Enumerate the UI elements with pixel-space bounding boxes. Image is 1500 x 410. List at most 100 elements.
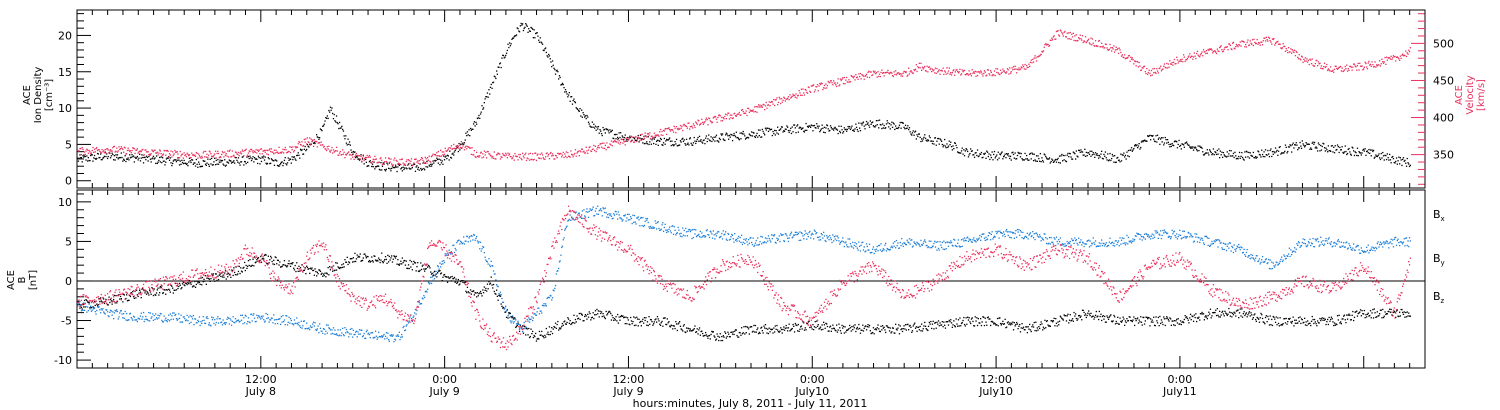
density-series-point	[1379, 158, 1382, 161]
velocity-series-point	[367, 156, 369, 159]
density-series-point	[890, 124, 892, 126]
velocity-series-point	[725, 113, 727, 115]
density-series-point	[711, 140, 713, 143]
density-series-point	[424, 169, 426, 171]
density-series-point	[649, 141, 651, 143]
velocity-series-point	[319, 141, 321, 144]
bx-series-point	[204, 275, 207, 277]
density-series-point	[453, 151, 456, 153]
bx-series-point	[450, 280, 453, 282]
bx-series-point	[221, 272, 223, 274]
bx-series-point	[562, 324, 564, 326]
density-series-point	[587, 116, 589, 118]
velocity-series-point	[266, 153, 268, 155]
velocity-series-point	[1054, 38, 1056, 40]
velocity-series-point	[966, 73, 968, 75]
bx-series-point	[298, 265, 300, 267]
density-series-point	[551, 66, 553, 68]
bx-series-point	[823, 321, 825, 323]
velocity-series-point	[162, 154, 164, 156]
density-series-point	[475, 121, 477, 123]
bx-series-point	[752, 330, 754, 332]
velocity-series-point	[224, 151, 226, 153]
velocity-series-point	[245, 148, 247, 150]
velocity-series-point	[1078, 38, 1081, 40]
velocity-series-point	[910, 70, 912, 72]
velocity-series-point	[343, 151, 345, 153]
density-series-point	[178, 159, 180, 161]
density-series-point	[865, 124, 867, 126]
density-series-point	[615, 138, 617, 140]
density-series-point	[417, 166, 420, 169]
density-series-point	[936, 140, 938, 142]
velocity-series-point	[876, 76, 878, 78]
velocity-series-point	[280, 151, 282, 154]
velocity-series-point	[301, 141, 303, 143]
density-series-point	[518, 30, 520, 32]
velocity-series-point	[618, 140, 620, 142]
density-series-point	[558, 75, 561, 77]
bx-series-point	[541, 335, 544, 337]
velocity-series-point	[751, 110, 753, 112]
density-series-point	[1186, 143, 1189, 145]
velocity-series-point	[463, 149, 466, 151]
density-series-point	[1198, 149, 1200, 152]
density-series-point	[1339, 146, 1341, 149]
density-series-point	[323, 123, 325, 125]
bx-series-point	[830, 330, 832, 332]
density-axis-tick-label: 0	[65, 175, 72, 188]
density-series-point	[725, 132, 727, 134]
velocity-series-point	[997, 72, 999, 74]
bx-series-point	[285, 265, 287, 267]
density-series-point	[239, 164, 241, 166]
bx-series-point	[469, 289, 472, 291]
velocity-series-point	[1360, 65, 1362, 67]
bx-series-point	[374, 259, 377, 261]
density-series-point	[1036, 160, 1038, 162]
bx-series-point	[672, 325, 675, 327]
bx-series-point	[883, 326, 885, 328]
density-series-point	[882, 127, 884, 129]
density-series-point	[811, 124, 813, 127]
bx-series-point	[689, 328, 691, 330]
bx-series-point	[132, 291, 134, 293]
velocity-series-point	[1060, 30, 1062, 32]
velocity-series-point	[877, 71, 879, 73]
velocity-series-point	[424, 162, 426, 164]
bx-series-point	[515, 326, 517, 328]
velocity-series-point	[886, 71, 888, 73]
bx-series-point	[868, 326, 870, 328]
velocity-series-point	[842, 83, 845, 85]
density-series-point	[1287, 150, 1289, 153]
bx-series-point	[946, 321, 948, 323]
bx-series-point	[1119, 317, 1121, 319]
bx-series-point	[227, 276, 229, 278]
velocity-series-point	[92, 146, 94, 149]
bx-series-point	[132, 296, 135, 298]
density-series-point	[413, 163, 415, 165]
velocity-series-point	[1348, 69, 1350, 71]
velocity-series-point	[1023, 68, 1025, 70]
density-series-point	[544, 48, 546, 50]
bx-series-point	[155, 292, 158, 294]
velocity-series-point	[424, 156, 426, 158]
velocity-series-point	[90, 152, 93, 154]
velocity-series-point	[1055, 38, 1057, 40]
velocity-series-point	[374, 155, 376, 157]
density-series-point	[744, 138, 747, 140]
velocity-series-point	[511, 158, 513, 160]
density-series-point	[654, 136, 656, 139]
density-series-point	[1293, 147, 1295, 149]
velocity-series-point	[1248, 44, 1250, 47]
b-axis-title-line: [nT]	[28, 270, 39, 290]
density-series-point	[307, 145, 309, 147]
bx-series-point	[313, 274, 315, 276]
density-series-point	[352, 150, 354, 153]
velocity-series-point	[1039, 55, 1041, 57]
velocity-series-point	[257, 150, 260, 152]
velocity-series-point	[1408, 51, 1411, 53]
velocity-series-point	[1406, 52, 1408, 54]
velocity-series-point	[175, 151, 178, 153]
density-series-point	[365, 158, 367, 161]
velocity-series-point	[646, 136, 648, 138]
